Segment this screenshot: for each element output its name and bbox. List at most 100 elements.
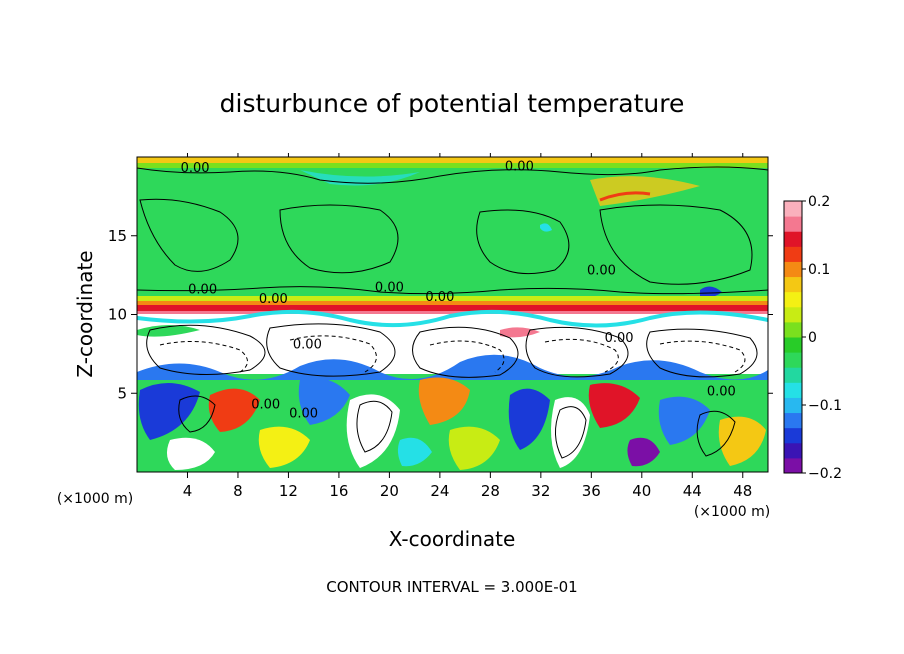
dashed-contour-1 bbox=[159, 340, 248, 373]
bl-cyan-patch bbox=[397, 437, 432, 467]
contour-label: 0.00 bbox=[181, 161, 210, 176]
x-tick-label: 16 bbox=[329, 482, 348, 500]
bl-red-patch-1 bbox=[208, 388, 260, 432]
dashed-contour-4 bbox=[544, 338, 619, 373]
colorbar-tick-label: −0.1 bbox=[808, 398, 842, 414]
dashed-contour-5 bbox=[659, 340, 746, 373]
x-tick-label: 8 bbox=[233, 482, 243, 500]
stratosphere-top-line bbox=[137, 163, 768, 168]
colorbar-swatch bbox=[784, 397, 802, 414]
contour-upper-left bbox=[139, 198, 239, 272]
colorbar-tick-label: −0.2 bbox=[808, 466, 842, 482]
colorbar-swatch bbox=[784, 321, 802, 338]
contour-far-right bbox=[599, 204, 753, 285]
contour-cloud-3 bbox=[412, 326, 519, 378]
colorbar-tick-label: 0.2 bbox=[808, 194, 830, 210]
y-tick-label: 15 bbox=[108, 227, 127, 245]
bl-yellow-patch-3 bbox=[718, 416, 766, 466]
contour-label: 0.00 bbox=[425, 290, 454, 305]
colorbar-swatch bbox=[784, 246, 802, 262]
contour-cloud-2 bbox=[266, 323, 396, 377]
x-axis-label: X-coordinate bbox=[389, 527, 516, 551]
red-band bbox=[137, 305, 768, 311]
x-tick-label: 12 bbox=[279, 482, 298, 500]
x-tick-label: 48 bbox=[733, 482, 752, 500]
orange-band bbox=[137, 301, 768, 305]
colorbar-swatch bbox=[784, 216, 802, 232]
cloud-layer-lower-edge bbox=[137, 354, 768, 384]
contour-bl-2 bbox=[356, 400, 393, 453]
pink-band bbox=[137, 311, 768, 314]
contour-cloud-5 bbox=[646, 328, 758, 378]
cloud-layer-upper-edge bbox=[137, 309, 768, 328]
heatmap-field: 0.00 0.00 0.00 0.00 0.00 0.00 0.00 0.00 0.00 0.00… bbox=[137, 157, 768, 472]
colorbar-swatch bbox=[784, 457, 802, 474]
contour-label: 0.00 bbox=[587, 263, 616, 278]
bl-red-patch-2 bbox=[418, 377, 470, 425]
contour-cloud-4 bbox=[525, 326, 629, 378]
colorbar-swatch bbox=[784, 382, 802, 398]
bl-yellow-patch-1 bbox=[258, 426, 310, 468]
colorbar-swatch bbox=[784, 291, 802, 308]
dashed-contours bbox=[159, 335, 746, 373]
x-tick-label: 24 bbox=[430, 482, 449, 500]
y-tick-label: 5 bbox=[117, 384, 127, 402]
contour-bl-1 bbox=[178, 395, 216, 433]
x-unit-label-left: (×1000 m) bbox=[57, 491, 133, 507]
bl-white-patch-2 bbox=[551, 397, 590, 468]
y-tick-label: 10 bbox=[108, 306, 127, 324]
bl-blue-patch-2 bbox=[298, 377, 350, 425]
contour-bl-3 bbox=[555, 406, 587, 459]
x-tick-label: 20 bbox=[380, 482, 399, 500]
contour-label: 0.00 bbox=[605, 331, 634, 346]
bl-blue-patch-1 bbox=[138, 382, 200, 440]
contour-interval-note: CONTOUR INTERVAL = 3.000E-01 bbox=[326, 578, 577, 596]
x-tick-label: 44 bbox=[683, 482, 702, 500]
stratosphere-band bbox=[137, 157, 768, 165]
contour-mid-level bbox=[137, 286, 768, 295]
bl-blue-patch-3 bbox=[508, 388, 550, 450]
bl-white-patch-1 bbox=[346, 394, 400, 468]
bl-blue-patch-4 bbox=[658, 396, 710, 445]
contour-label: 0.00 bbox=[289, 407, 318, 422]
colorbar-swatch bbox=[784, 201, 802, 217]
contour-upper-right bbox=[476, 209, 570, 275]
bl-yellow-patch-2 bbox=[448, 426, 500, 470]
chart-title: disturbunce of potential temperature bbox=[220, 89, 685, 118]
bl-purple-patch bbox=[627, 437, 660, 467]
colorbar-swatch bbox=[784, 337, 802, 353]
colorbar-tick-label: 0 bbox=[808, 330, 817, 346]
y-axis: 5 10 15 bbox=[108, 227, 773, 402]
colorbar-swatch bbox=[784, 261, 802, 278]
contour-label: 0.00 bbox=[505, 159, 534, 174]
yellow-band bbox=[137, 296, 768, 301]
boundary-layer bbox=[137, 377, 768, 472]
colorbar-swatch bbox=[784, 412, 802, 429]
cloud-layer-upper-green bbox=[137, 325, 200, 337]
x-tick-label: 4 bbox=[183, 482, 193, 500]
x-axis: 4 8 12 16 20 24 28 32 36 40 44 48 bbox=[183, 153, 752, 500]
upper-blue-patch bbox=[700, 286, 722, 298]
dashed-contour-3 bbox=[429, 340, 505, 373]
colorbar: 0.2 0.1 0 −0.1 −0.2 bbox=[783, 194, 842, 482]
contour-label: 0.00 bbox=[259, 292, 288, 307]
colorbar-tick-label: 0.1 bbox=[808, 262, 830, 278]
contour-label-group: 0.00 0.00 0.00 0.00 0.00 0.00 0.00 0.00 0.00 0.00… bbox=[181, 159, 736, 421]
upper-yellow-patch bbox=[590, 176, 700, 206]
colorbar-swatch bbox=[784, 306, 802, 323]
colorbar-swatch bbox=[784, 352, 802, 368]
contour-label: 0.00 bbox=[707, 385, 736, 400]
contour-cloud-1 bbox=[146, 324, 266, 375]
upper-red-streak bbox=[599, 191, 651, 202]
colorbar-swatch bbox=[784, 367, 802, 383]
colorbar-swatch bbox=[784, 442, 802, 459]
bl-white-patch-3 bbox=[166, 437, 215, 470]
contour-top bbox=[137, 166, 768, 184]
x-tick-label: 28 bbox=[481, 482, 500, 500]
dashed-contour-2 bbox=[289, 335, 377, 373]
contour-bl-4 bbox=[696, 410, 736, 457]
x-tick-label: 40 bbox=[632, 482, 651, 500]
x-tick-label: 32 bbox=[531, 482, 550, 500]
y-axis-label: Z-coordinate bbox=[73, 250, 97, 377]
